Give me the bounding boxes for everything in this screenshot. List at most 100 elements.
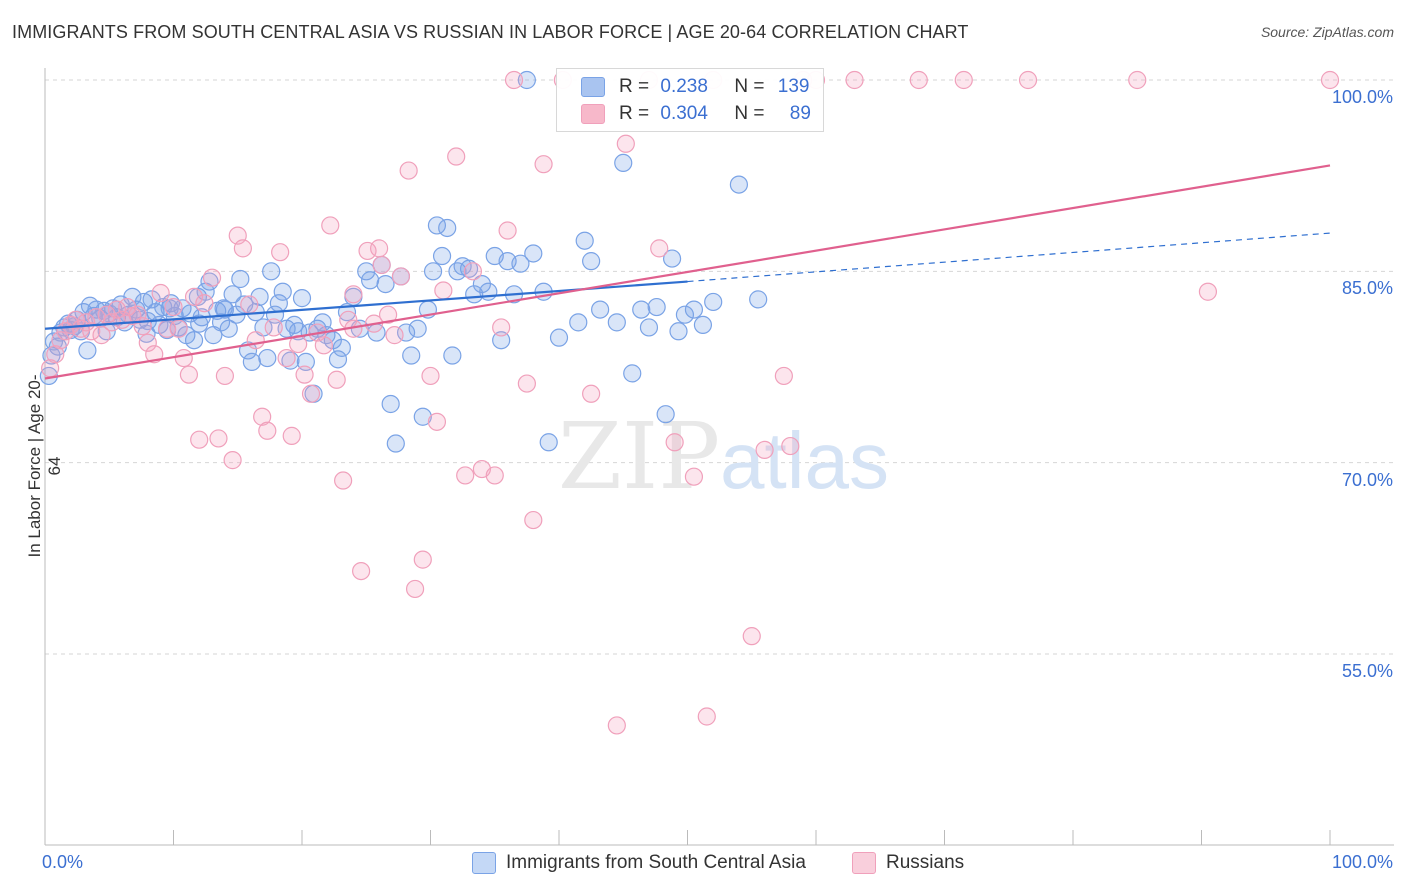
point-russians (61, 315, 80, 335)
point-russians (607, 716, 626, 735)
point-south-central-asia (231, 269, 250, 289)
point-russians (179, 365, 199, 384)
point-russians (684, 467, 704, 486)
point-russians (697, 707, 716, 726)
point-south-central-asia (402, 346, 421, 365)
point-russians (781, 436, 800, 456)
point-russians (327, 370, 346, 389)
point-south-central-asia (582, 252, 601, 271)
point-south-central-asia (273, 282, 292, 301)
point-south-central-asia (328, 350, 348, 369)
point-south-central-asia (647, 297, 666, 317)
point-south-central-asia (448, 262, 467, 281)
point-russians (271, 243, 290, 262)
point-south-central-asia (250, 287, 269, 306)
point-south-central-asia (215, 300, 234, 319)
point-russians (169, 319, 188, 338)
point-russians (463, 262, 483, 281)
point-russians (742, 627, 761, 646)
point-russians (145, 345, 164, 364)
point-south-central-asia (408, 319, 427, 338)
point-russians (399, 161, 418, 180)
point-russians (223, 451, 242, 470)
point-south-central-asia (539, 433, 558, 452)
point-russians (504, 70, 524, 90)
point-south-central-asia (190, 314, 209, 333)
point-russians (774, 366, 793, 386)
stats-legend: R = 0.238 N = 139 R = 0.304 N = 89 (556, 68, 824, 132)
point-russians (1128, 70, 1147, 90)
point-russians (665, 433, 684, 452)
x-tick-label: 0.0% (42, 852, 84, 872)
point-south-central-asia (632, 300, 651, 319)
point-russians (314, 336, 333, 355)
point-russians (378, 305, 398, 324)
point-russians (258, 421, 277, 440)
point-russians (174, 348, 193, 368)
point-russians (264, 318, 283, 337)
chart-source: Source: ZipAtlas.com (1260, 24, 1394, 40)
point-south-central-asia (258, 348, 277, 368)
point-south-central-asia (396, 323, 416, 342)
point-russians (582, 384, 601, 403)
point-south-central-asia (607, 313, 626, 332)
point-russians (295, 365, 314, 384)
point-russians (385, 326, 404, 345)
point-south-central-asia (749, 290, 768, 309)
y-tick-label: 70.0% (1341, 469, 1393, 490)
point-south-central-asia (262, 262, 281, 281)
series-legend-swatch-blue (472, 852, 496, 874)
point-south-central-asia (729, 175, 749, 194)
point-south-central-asia (184, 331, 204, 350)
point-south-central-asia (549, 328, 569, 347)
chart-title: IMMIGRANTS FROM SOUTH CENTRAL ASIA VS RU… (12, 22, 969, 42)
point-russians (352, 561, 371, 581)
point-russians (202, 268, 222, 287)
point-russians (517, 374, 536, 393)
point-south-central-asia (662, 249, 682, 268)
point-south-central-asia (78, 341, 97, 360)
point-south-central-asia (704, 292, 723, 312)
point-russians (755, 440, 774, 460)
point-russians (334, 471, 353, 490)
point-russians (128, 305, 147, 324)
point-south-central-asia (639, 318, 659, 337)
point-russians (82, 322, 101, 341)
watermark-atlas: atlas (720, 416, 889, 505)
trend-line-south-central-asia-extension (687, 232, 1331, 283)
point-russians (434, 281, 453, 300)
point-russians (51, 331, 70, 350)
point-south-central-asia (443, 346, 462, 365)
point-south-central-asia (524, 244, 543, 263)
legend-r-label: R = (619, 76, 650, 97)
point-south-central-asia (623, 364, 642, 383)
series-south-central-asia-points (39, 70, 768, 453)
legend-row-pink: R = 0.304 N = 89 (581, 101, 811, 127)
legend-n-label: N = (734, 103, 765, 124)
point-russians (405, 579, 425, 599)
point-south-central-asia (332, 338, 351, 357)
point-russians (246, 331, 265, 350)
series-legend-swatch-pink (852, 852, 876, 874)
point-south-central-asia (438, 218, 457, 238)
point-south-central-asia (219, 319, 238, 338)
point-russians (215, 366, 234, 386)
point-south-central-asia (693, 315, 713, 335)
point-south-central-asia (242, 352, 261, 371)
point-south-central-asia (413, 407, 432, 426)
legend-r-label: R = (619, 103, 650, 124)
point-south-central-asia (223, 285, 242, 304)
point-russians (447, 147, 466, 166)
y-tick-label: 55.0% (1341, 661, 1393, 681)
point-russians (233, 239, 252, 258)
point-south-central-asia (569, 313, 588, 332)
point-russians (240, 295, 259, 314)
point-russians (427, 412, 447, 431)
point-russians (845, 70, 864, 90)
point-russians (650, 239, 669, 258)
legend-swatch-pink (581, 104, 605, 124)
point-south-central-asia (386, 434, 405, 453)
point-russians (277, 348, 296, 368)
point-russians (344, 285, 363, 304)
